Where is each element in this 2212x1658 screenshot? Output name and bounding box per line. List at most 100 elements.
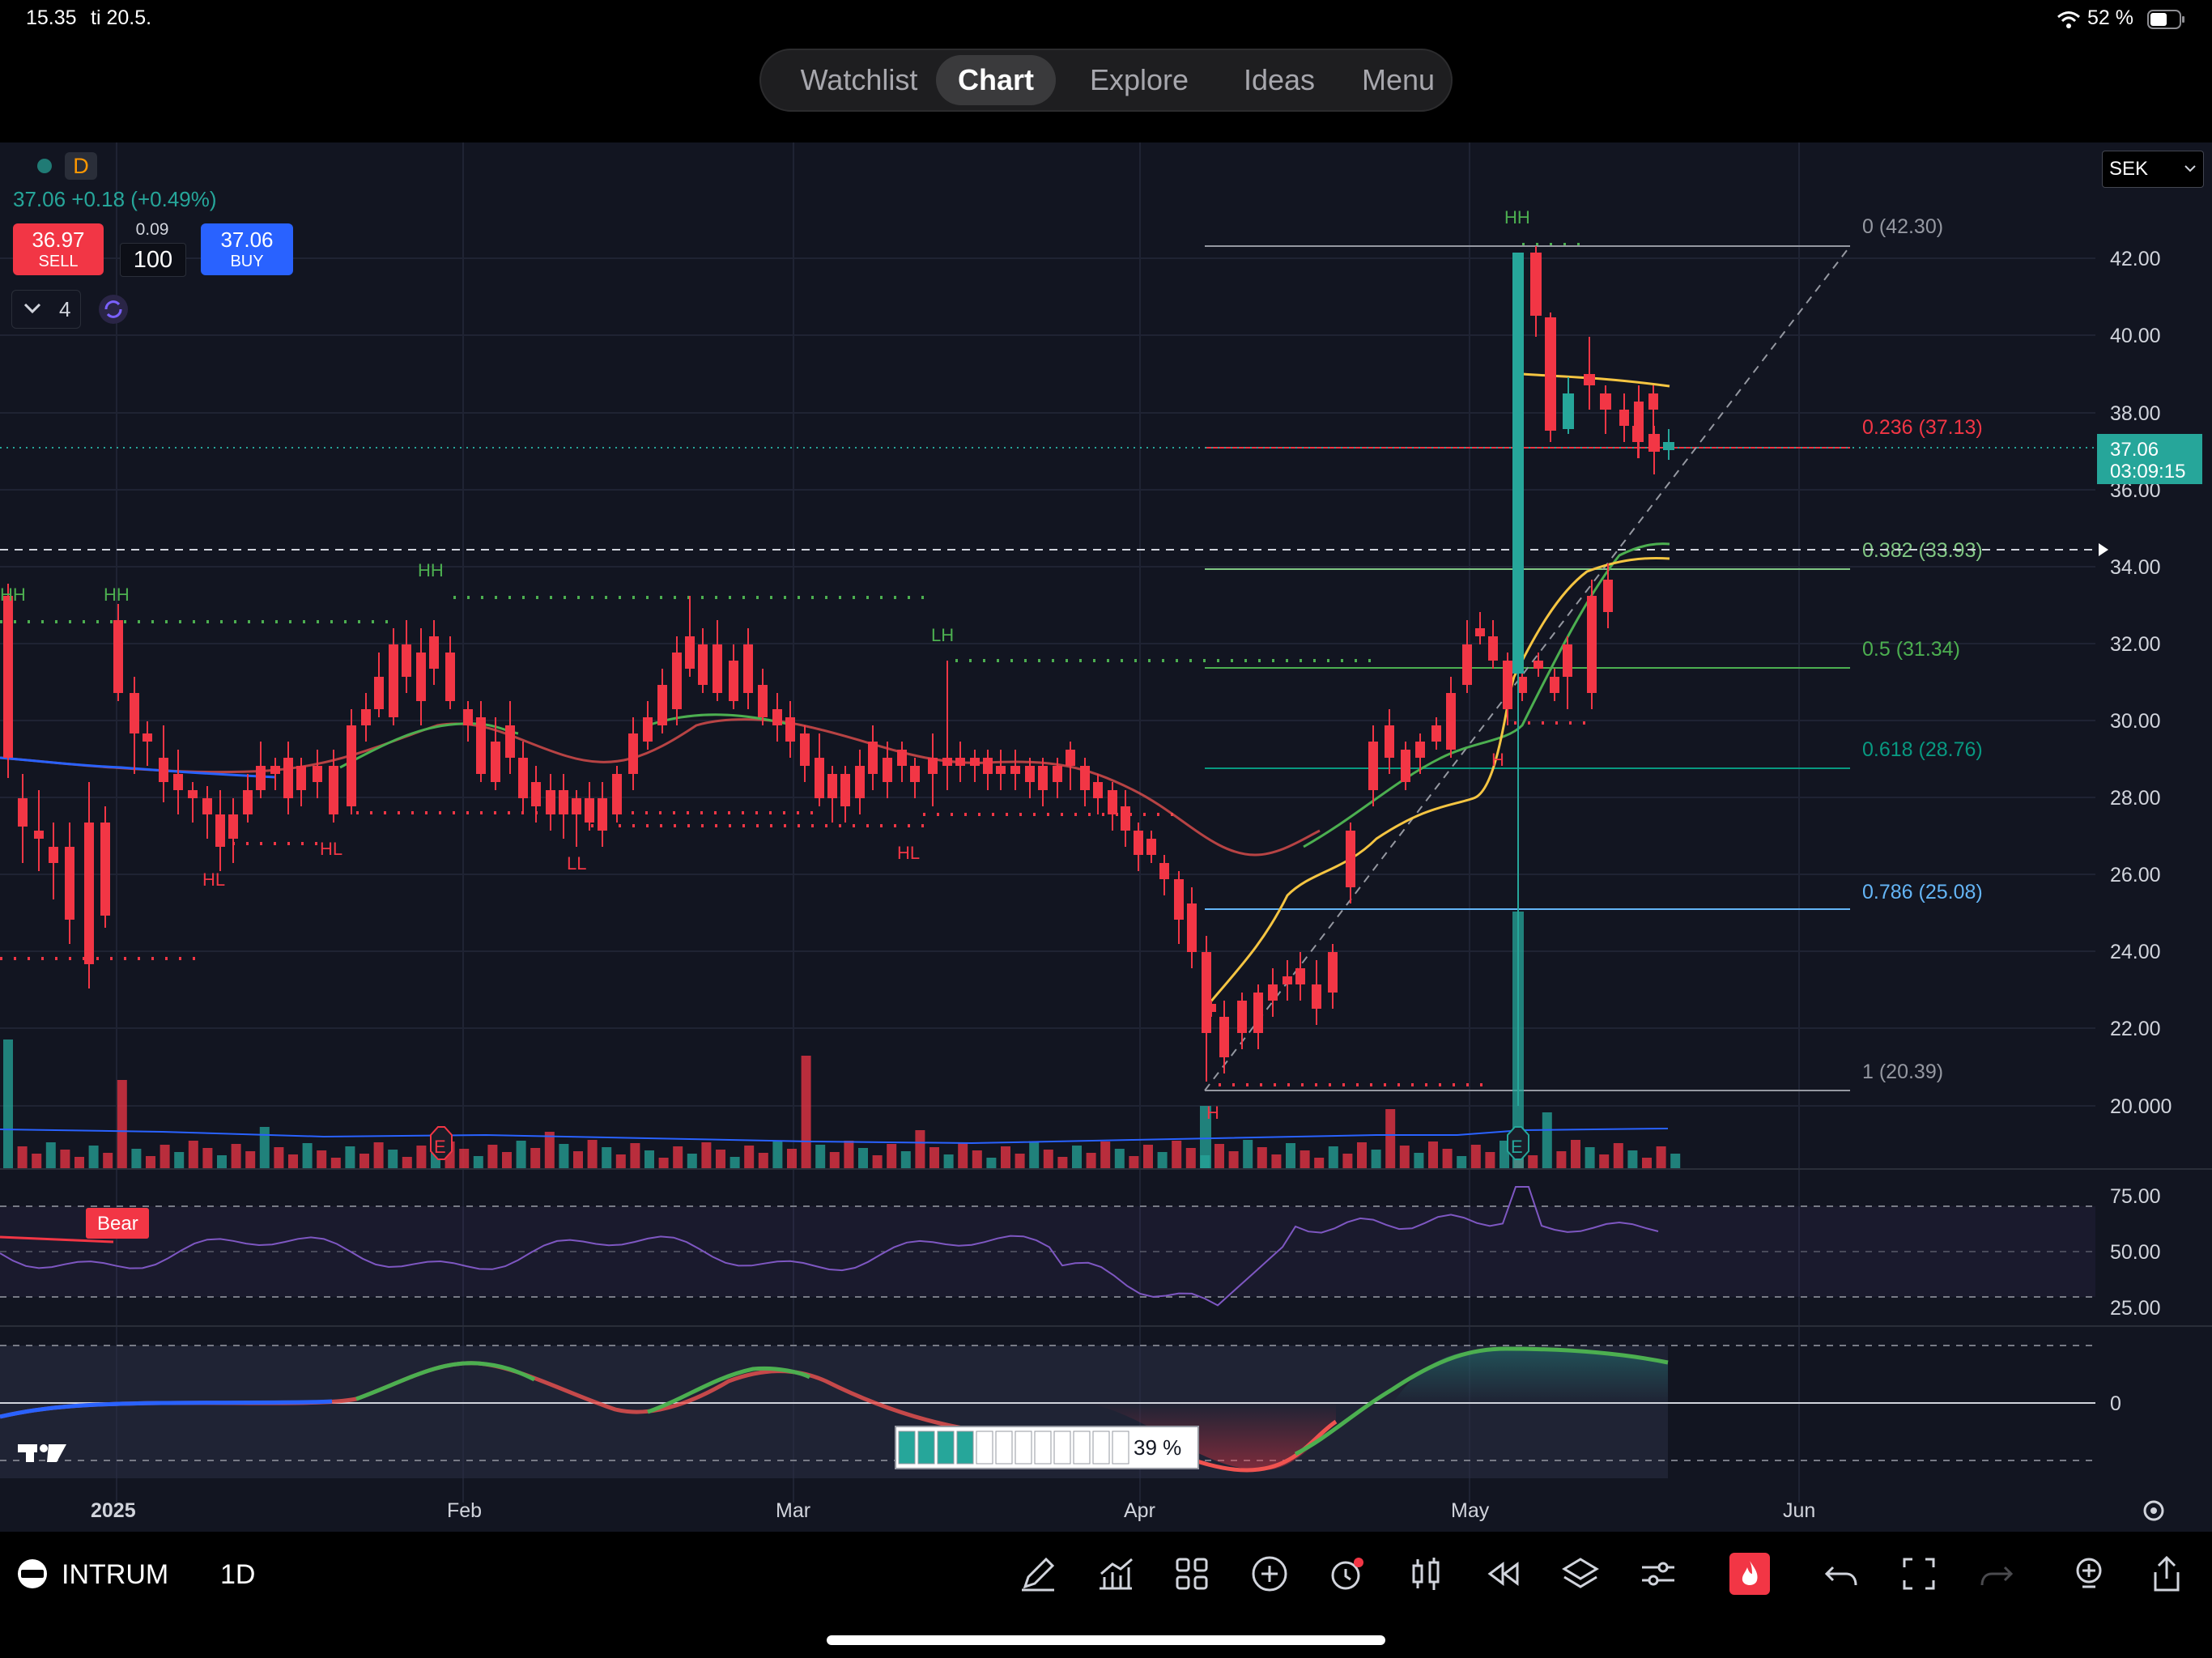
candle [1663,429,1674,460]
chart-area[interactable]: 0 (42.30) 0.236 (37.13) 0.382 (33.93) 0.… [0,142,2212,1532]
earnings-badge-may[interactable]: E [1507,1126,1529,1160]
nav-watchlist[interactable]: Watchlist [800,63,918,96]
indicator-toggle[interactable]: 4 [11,290,81,329]
undo-icon[interactable] [1820,1553,1862,1595]
symbol-name[interactable]: INTRUM [62,1559,169,1590]
sell-label: SELL [38,253,79,270]
refresh-icon[interactable] [97,293,130,325]
volume-bar [1385,1109,1396,1169]
nav-explore[interactable]: Explore [1089,63,1189,96]
progress-cell [1092,1431,1110,1465]
candle-style-icon[interactable] [1404,1553,1446,1595]
volume-bar [160,1145,170,1169]
swing-label-hh-1: HH [104,585,130,605]
price-tick-24: 24.00 [2110,941,2161,963]
trade-button[interactable] [1729,1553,1770,1595]
crosshair-arrow-icon[interactable] [2099,543,2108,556]
candle [130,677,139,774]
volume-bar [1585,1147,1595,1169]
candle [491,717,500,790]
oscillator-pane[interactable]: 39 % [0,1345,2095,1478]
candlesticks[interactable] [3,246,1674,1106]
volume-bar [231,1144,241,1169]
interval-button[interactable]: 1D [220,1559,256,1590]
buy-button[interactable]: 37.06 BUY [201,223,293,275]
layout-grid-icon[interactable] [1171,1553,1213,1595]
current-price-tag [2097,434,2202,484]
currency-select[interactable]: SEK [2102,151,2204,188]
rsi-pane[interactable]: Bear [0,1186,2095,1307]
nav-chart[interactable]: Chart [936,55,1056,105]
volume-bar [1185,1148,1196,1169]
alert-clock-icon[interactable] [1326,1553,1368,1595]
candle [228,798,238,863]
indicators-icon[interactable] [1095,1553,1137,1595]
candle [1503,653,1512,725]
ma-blue-segment [0,756,276,779]
nav-ideas[interactable]: Ideas [1243,63,1316,96]
swing-label-hh-2: HH [418,560,444,580]
volume-bar [1172,1141,1182,1169]
volume-bar [1200,1106,1211,1169]
layers-icon[interactable] [1559,1553,1602,1595]
progress-cell [1112,1431,1129,1465]
status-date: ti 20.5. [91,6,152,29]
sell-button[interactable]: 36.97 SELL [13,223,104,275]
volume-bar [473,1156,483,1169]
chart-canvas[interactable]: 0 (42.30) 0.236 (37.13) 0.382 (33.93) 0.… [0,142,2212,1532]
settings-sliders-icon[interactable] [1637,1553,1679,1595]
volume-bar [1314,1158,1325,1169]
volume-bar [74,1157,84,1169]
quantity-input[interactable]: 100 [120,243,186,277]
symbol-logo [18,1559,47,1588]
volume-bar [1670,1154,1681,1169]
volume-bar [1556,1151,1567,1169]
volume-bar [1457,1156,1467,1169]
candle [202,786,212,839]
swing-label-ll: LL [567,853,586,874]
earnings-badge-jan[interactable]: E [430,1126,453,1160]
candle [463,701,473,742]
volume-bar [1114,1149,1125,1169]
volume-bar [1157,1152,1168,1169]
candle [1053,758,1062,798]
candle [173,750,183,814]
candle [1584,337,1595,410]
progress-cell [898,1431,916,1465]
tradingview-logo [18,1444,66,1462]
candle [955,742,965,782]
price-tick-40: 40.00 [2110,325,2161,347]
volume-bar [915,1130,925,1169]
rsi-tick-75: 75.00 [2110,1185,2161,1208]
fib-retracement[interactable] [1204,245,1851,1091]
price-tick-32: 32.00 [2110,633,2161,656]
ma-yellow-line [1203,556,1670,1010]
price-countdown: 03:09:15 [2110,461,2185,483]
fullscreen-icon[interactable] [1898,1553,1940,1595]
fib-label-05: 0.5 (31.34) [1862,638,1960,661]
nav-menu[interactable]: Menu [1361,63,1436,96]
fib-label-1: 1 (20.39) [1862,1061,1943,1083]
candle [1025,758,1035,798]
interval-badge[interactable]: D [65,152,97,180]
candle [883,742,892,798]
volume-bar [673,1146,683,1169]
price-tick-38: 38.00 [2110,402,2161,425]
candle [389,628,398,725]
redo-icon[interactable] [1976,1553,2018,1595]
replay-icon[interactable] [1482,1553,1524,1595]
price-axis[interactable]: 42.00 40.00 38.00 36.00 34.00 32.00 30.0… [2110,248,2172,1118]
volume-bar [459,1149,470,1169]
volume-bar [402,1157,412,1169]
settings-icon[interactable] [2143,1500,2164,1521]
add-watchlist-icon[interactable] [2068,1553,2110,1595]
fib-label-0618: 0.618 (28.76) [1862,738,1983,761]
pen-icon[interactable] [1017,1553,1059,1595]
volume-bar [1485,1152,1495,1169]
progress-cell [917,1431,935,1465]
time-axis[interactable]: 2025 Feb Mar Apr May Jun [91,1499,1815,1522]
share-icon[interactable] [2146,1553,2188,1595]
candle [476,701,486,782]
candle [612,766,622,823]
add-icon[interactable] [1249,1553,1291,1595]
